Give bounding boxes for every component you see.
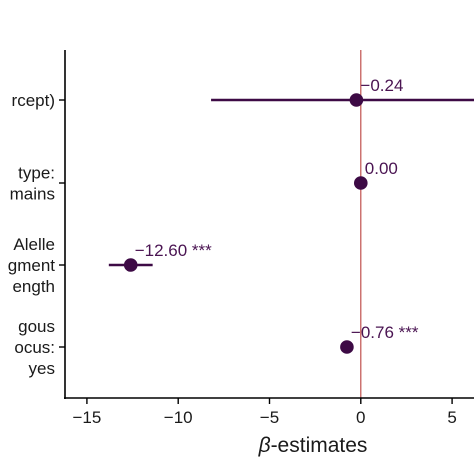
x-tick-label: 0 <box>356 408 365 427</box>
estimate-marks <box>108 93 474 354</box>
x-axis-title-symbol: β <box>258 434 271 457</box>
x-tick-label: −15 <box>72 408 101 427</box>
x-axis-title: β-estimates <box>258 434 368 457</box>
x-tick-label: −5 <box>260 408 279 427</box>
labels: rcept) −0.24 type: mains 0.00 Alelle gment engt… <box>8 76 419 378</box>
y-category-label: Alelle <box>13 235 55 254</box>
x-tick-label: 5 <box>447 408 456 427</box>
value-label: 0.00 <box>365 159 398 178</box>
y-category-label: rcept) <box>12 91 55 110</box>
y-category-label: gous <box>18 317 55 336</box>
y-category-label: ength <box>12 277 55 296</box>
estimate-point <box>340 340 354 354</box>
value-label: −0.76 *** <box>351 323 419 342</box>
x-tick-label: −10 <box>164 408 193 427</box>
value-label: −12.60 *** <box>135 241 212 260</box>
estimate-point <box>353 176 368 190</box>
y-category-label: ocus: <box>14 338 55 357</box>
y-category-label: gment <box>8 256 56 275</box>
estimate-point <box>349 93 364 107</box>
x-axis-title-text: -estimates <box>271 434 368 457</box>
estimate-point <box>123 258 138 272</box>
y-category-label: type: <box>18 164 55 183</box>
y-category-label: yes <box>29 359 55 378</box>
axes: −15 −10 −5 0 5 <box>59 50 474 427</box>
value-label: −0.24 <box>360 76 403 95</box>
y-category-label: mains <box>10 185 55 204</box>
